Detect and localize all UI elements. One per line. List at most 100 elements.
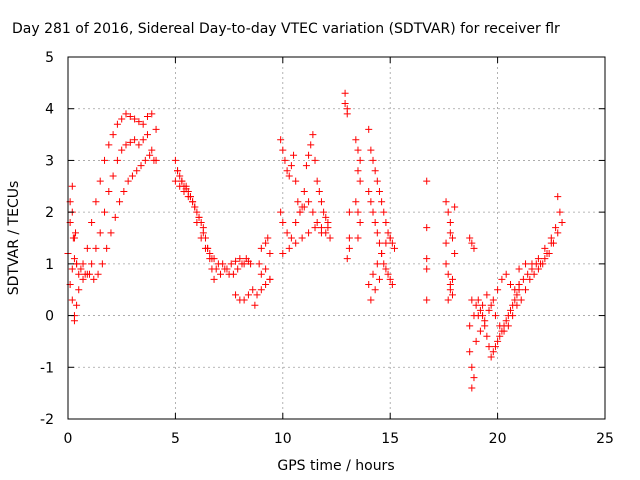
- data-point: [105, 141, 113, 149]
- y-tick-label: 3: [45, 153, 54, 169]
- data-point: [315, 187, 323, 195]
- data-point: [210, 275, 218, 283]
- data-point: [152, 125, 160, 133]
- data-point: [448, 275, 456, 283]
- data-point: [262, 265, 270, 273]
- data-point: [354, 234, 362, 242]
- data-point: [367, 198, 375, 206]
- data-point: [481, 317, 489, 325]
- x-tick-label: 20: [489, 431, 507, 447]
- grid: [68, 57, 605, 419]
- data-point: [294, 198, 302, 206]
- data-point: [502, 270, 510, 278]
- data-point: [341, 89, 349, 97]
- data-point: [150, 156, 158, 164]
- data-point: [107, 229, 115, 237]
- data-point: [375, 275, 383, 283]
- data-point: [69, 234, 77, 242]
- data-point: [485, 306, 493, 314]
- data-point: [133, 167, 141, 175]
- data-point: [174, 167, 182, 175]
- data-point: [292, 218, 300, 226]
- data-point: [128, 172, 136, 180]
- data-point: [191, 203, 199, 211]
- data-point: [285, 172, 293, 180]
- data-point: [305, 151, 313, 159]
- data-point: [73, 301, 81, 309]
- data-point: [113, 120, 121, 128]
- data-point: [367, 146, 375, 154]
- data-point: [530, 270, 538, 278]
- data-point: [380, 260, 388, 268]
- data-point: [109, 172, 117, 180]
- data-point: [543, 250, 551, 258]
- data-point: [354, 167, 362, 175]
- data-point: [300, 187, 308, 195]
- y-tick-label: 1: [45, 257, 54, 273]
- data-point: [292, 177, 300, 185]
- data-point: [208, 255, 216, 263]
- data-point: [343, 110, 351, 118]
- data-point: [468, 296, 476, 304]
- data-point: [180, 187, 188, 195]
- data-point: [483, 291, 491, 299]
- data-point: [380, 208, 388, 216]
- data-point: [498, 275, 506, 283]
- data-point: [502, 317, 510, 325]
- data-point: [390, 244, 398, 252]
- data-point: [232, 257, 240, 265]
- data-point: [77, 265, 85, 273]
- data-point: [98, 260, 106, 268]
- data-point: [446, 229, 454, 237]
- y-tick-label: 2: [45, 205, 54, 221]
- data-point: [266, 275, 274, 283]
- data-point: [240, 296, 248, 304]
- data-point: [345, 244, 353, 252]
- data-point: [193, 218, 201, 226]
- data-point: [466, 234, 474, 242]
- data-point: [113, 156, 121, 164]
- data-point: [277, 208, 285, 216]
- x-tick-label: 15: [381, 431, 399, 447]
- data-point: [90, 275, 98, 283]
- data-point: [479, 301, 487, 309]
- data-point: [388, 281, 396, 289]
- data-point: [468, 363, 476, 371]
- data-point: [311, 156, 319, 164]
- data-point: [249, 286, 257, 294]
- data-point: [283, 167, 291, 175]
- data-point: [534, 255, 542, 263]
- data-point: [257, 244, 265, 252]
- data-point: [236, 255, 244, 263]
- data-point: [182, 182, 190, 190]
- data-point: [122, 110, 130, 118]
- data-point: [442, 260, 450, 268]
- data-point: [68, 182, 76, 190]
- data-point: [494, 337, 502, 345]
- data-point: [352, 136, 360, 144]
- data-point: [345, 208, 353, 216]
- data-point: [371, 218, 379, 226]
- data-point: [197, 234, 205, 242]
- data-point: [193, 208, 201, 216]
- data-point: [126, 112, 134, 120]
- data-point: [176, 182, 184, 190]
- data-point: [524, 270, 532, 278]
- data-point: [375, 239, 383, 247]
- data-point: [522, 260, 530, 268]
- data-point: [541, 255, 549, 263]
- data-point: [483, 332, 491, 340]
- data-point: [83, 244, 91, 252]
- data-point: [423, 265, 431, 273]
- data-point: [279, 218, 287, 226]
- data-point: [262, 239, 270, 247]
- data-point: [474, 296, 482, 304]
- data-point: [116, 198, 124, 206]
- data-point: [556, 208, 564, 216]
- data-point: [171, 177, 179, 185]
- data-point: [522, 286, 530, 294]
- x-tick-label: 5: [171, 431, 180, 447]
- data-point: [547, 234, 555, 242]
- data-point: [94, 270, 102, 278]
- data-point: [365, 125, 373, 133]
